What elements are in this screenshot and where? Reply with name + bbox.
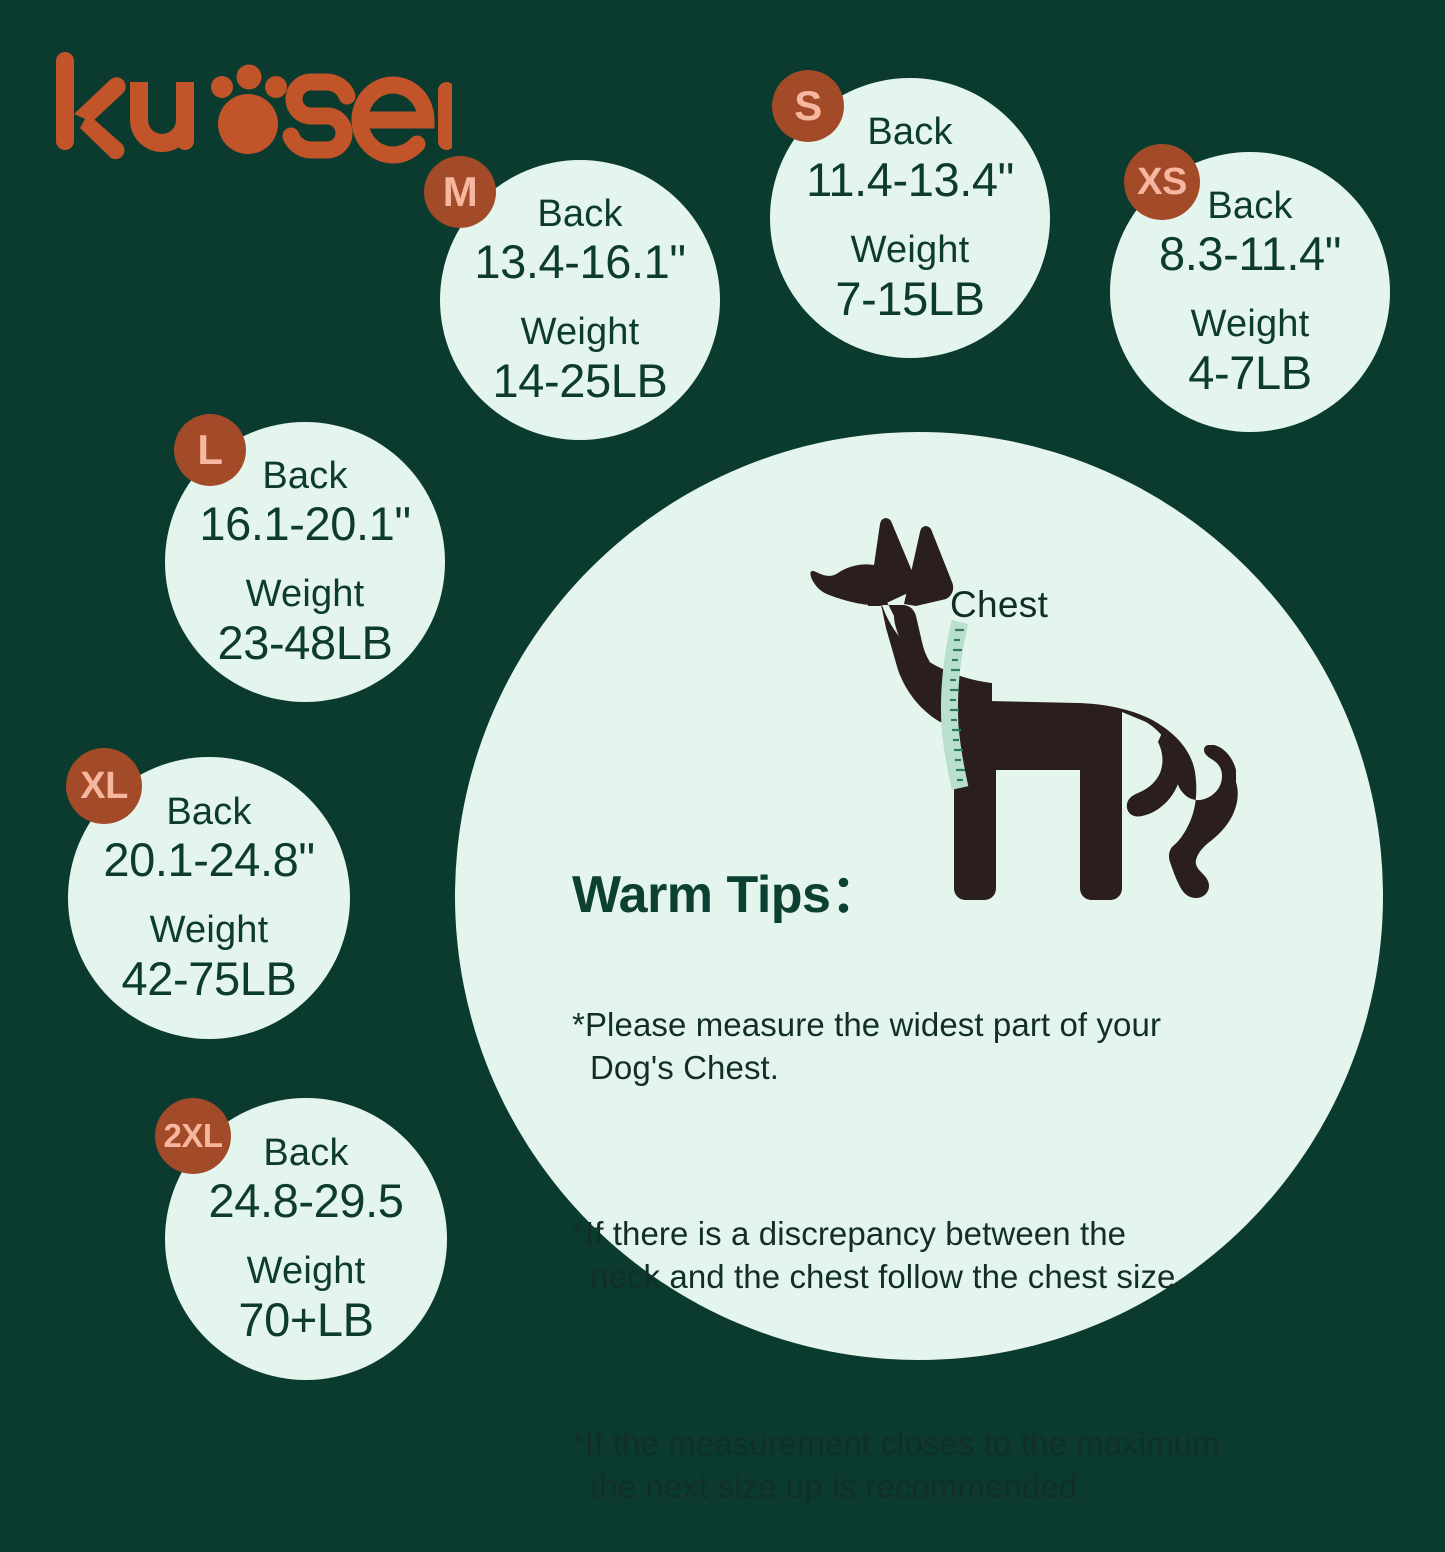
back-value: 11.4-13.4" — [806, 153, 1014, 207]
back-value: 8.3-11.4" — [1158, 227, 1342, 281]
size-badge-l[interactable]: L — [174, 414, 246, 486]
tip-line-1: *If the measurement closes to the maximu… — [572, 1425, 1220, 1463]
back-label: Back — [867, 110, 953, 153]
size-badge-s[interactable]: S — [772, 70, 844, 142]
weight-value: 7-15LB — [835, 271, 985, 325]
tip-line-1: *Please measure the widest part of your — [572, 1005, 1162, 1043]
tip-line-2: neck and the chest follow the chest size — [590, 1258, 1176, 1296]
size-badge-xl[interactable]: XL — [66, 748, 142, 824]
back-label: Back — [166, 790, 252, 833]
tip-line-2: Dog's Chest. — [590, 1048, 780, 1086]
tip-line-1: *If there is a discrepancy between the — [572, 1215, 1127, 1253]
size-badge-label: L — [197, 426, 223, 473]
kuoser-wordmark-paw-icon — [56, 52, 452, 164]
weight-label: Weight — [850, 229, 970, 271]
dog-silhouette-illustration — [760, 470, 1260, 940]
warm-tips-section: Warm Tips： *Please measure the widest pa… — [572, 852, 1292, 1552]
tip-item: *If the measurement closes to the maximu… — [572, 1380, 1292, 1552]
back-label: Back — [262, 454, 348, 497]
back-label: Back — [1207, 184, 1293, 227]
tip-line-2: the next size up is recommended — [590, 1467, 1078, 1505]
weight-value: 4-7LB — [1188, 345, 1312, 399]
brand-logo — [52, 52, 452, 172]
size-badge-xs[interactable]: XS — [1124, 144, 1200, 220]
weight-value: 23-48LB — [217, 615, 393, 669]
size-bubble-2xl[interactable]: Back 24.8-29.5 Weight 70+LB — [165, 1098, 447, 1380]
measuring-tape-icon — [940, 620, 969, 790]
back-value: 20.1-24.8" — [103, 833, 315, 887]
dog-icon — [810, 518, 1238, 900]
size-bubble-l[interactable]: Back 16.1-20.1" Weight 23-48LB — [165, 422, 445, 702]
back-value: 13.4-16.1" — [474, 235, 686, 289]
size-badge-label: XS — [1137, 160, 1187, 203]
warm-tips-title: Warm Tips： — [572, 866, 882, 924]
weight-value: 70+LB — [238, 1292, 374, 1346]
size-badge-label: S — [794, 82, 822, 129]
chest-measurement-label: Chest — [950, 584, 1049, 625]
size-badge-label: XL — [80, 764, 128, 807]
size-badge-m[interactable]: M — [424, 156, 496, 228]
weight-value: 42-75LB — [121, 951, 297, 1005]
weight-label: Weight — [1190, 303, 1310, 345]
size-chart-poster: Chest Warm Tips： *Please measure the wid… — [52, 52, 1390, 1505]
weight-label: Weight — [520, 311, 640, 353]
weight-label: Weight — [245, 573, 365, 615]
size-badge-label: M — [442, 168, 478, 215]
back-value: 16.1-20.1" — [199, 497, 411, 551]
weight-label: Weight — [246, 1250, 366, 1292]
weight-value: 14-25LB — [492, 353, 668, 407]
tip-item: *Please measure the widest part of your … — [572, 961, 1292, 1133]
back-value: 24.8-29.5 — [208, 1174, 404, 1228]
weight-label: Weight — [149, 909, 269, 951]
size-badge-label: 2XL — [163, 1117, 223, 1154]
back-label: Back — [537, 192, 623, 235]
tip-item: *If there is a discrepancy between the n… — [572, 1171, 1292, 1343]
back-label: Back — [263, 1131, 349, 1174]
size-badge-2xl[interactable]: 2XL — [155, 1098, 231, 1174]
